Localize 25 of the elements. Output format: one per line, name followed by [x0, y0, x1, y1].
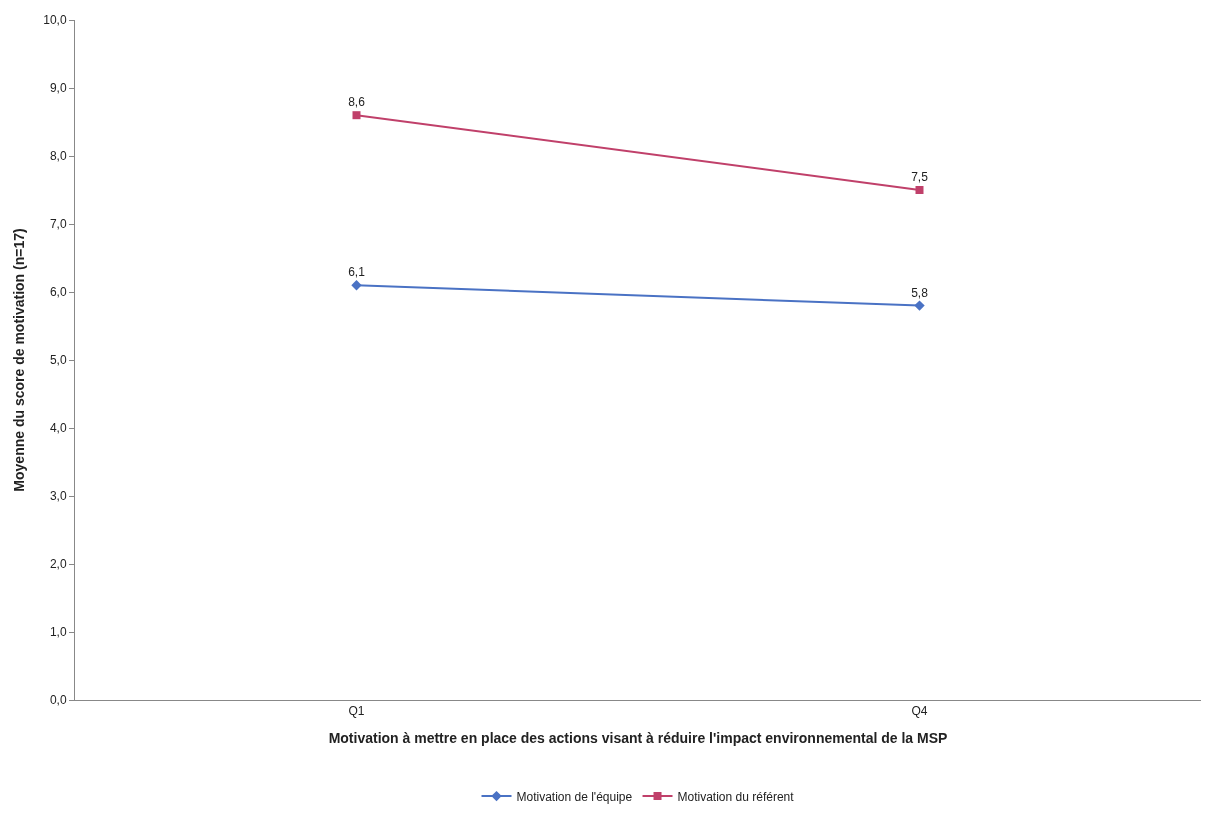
y-tick-label: 6,0: [49, 285, 67, 300]
x-axis-title: Motivation à mettre en place des actions visant à réduire l'impact environnemental de la MSP: [328, 729, 948, 746]
y-tick-label: 10,0: [43, 13, 67, 28]
y-tick-label: 9,0: [49, 81, 67, 96]
y-tick-label: 0,0: [49, 693, 67, 708]
legend-label: Motivation du référent: [677, 789, 795, 804]
y-tick-label: 2,0: [49, 557, 67, 572]
y-tick-label: 3,0: [49, 489, 67, 504]
y-tick-label: 5,0: [49, 353, 67, 368]
data-label: 5,8: [911, 285, 929, 300]
data-label: 6,1: [348, 265, 366, 280]
data-label: 7,5: [911, 170, 929, 184]
legend-label: Motivation de l'équipe: [516, 789, 633, 804]
point: [351, 280, 362, 291]
point: [914, 300, 925, 311]
x-tick-label: Q4: [911, 704, 928, 719]
data-label: 8,6: [348, 95, 366, 110]
x-tick-label: Q1: [348, 704, 365, 719]
y-tick-label: 7,0: [49, 217, 67, 232]
point: [352, 111, 361, 120]
y-tick-label: 8,0: [49, 149, 67, 164]
y-tick-label: 4,0: [49, 421, 67, 436]
point: [915, 186, 924, 194]
y-axis-title: Moyenne du score de motivation (n=17): [10, 228, 27, 492]
y-tick-label: 1,0: [49, 625, 67, 640]
